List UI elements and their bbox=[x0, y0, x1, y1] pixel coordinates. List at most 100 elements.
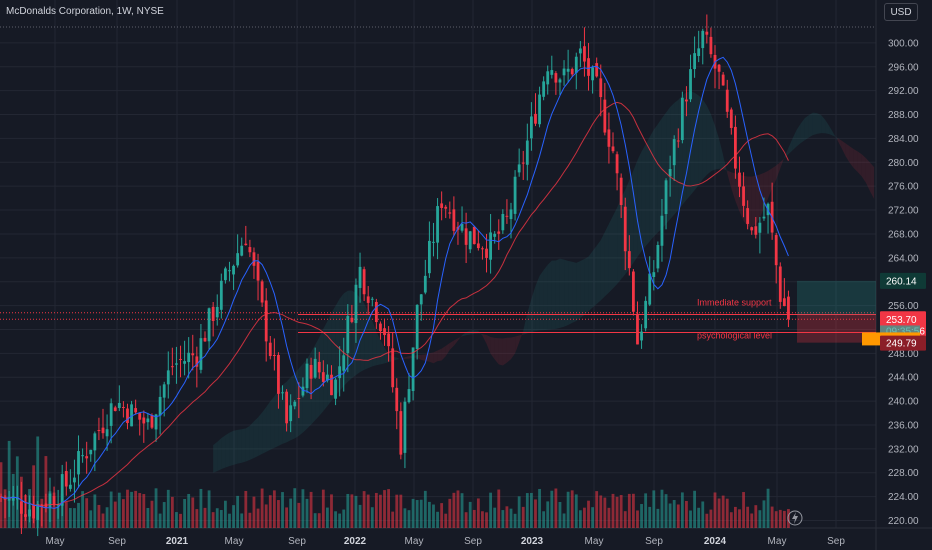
volume-bar bbox=[530, 492, 533, 528]
cloud-segment bbox=[870, 162, 875, 200]
cloud-segment bbox=[319, 328, 324, 416]
currency-button[interactable]: USD bbox=[884, 3, 918, 21]
candle-body bbox=[162, 384, 166, 398]
volume-bar bbox=[154, 488, 158, 528]
volume-bar bbox=[399, 494, 403, 528]
cloud-segment bbox=[702, 99, 707, 180]
cloud-segment bbox=[347, 290, 352, 382]
y-tick-label: 224.00 bbox=[888, 492, 919, 503]
cloud-segment bbox=[457, 335, 463, 341]
volume-bar bbox=[444, 513, 448, 528]
volume-bar bbox=[77, 502, 80, 528]
candle-body bbox=[591, 67, 594, 81]
x-tick-label: May bbox=[46, 536, 65, 547]
volume-bar bbox=[113, 501, 117, 528]
volume-bar bbox=[338, 513, 342, 528]
volume-bar bbox=[648, 506, 652, 528]
cloud-segment bbox=[249, 421, 254, 460]
candle-body bbox=[142, 417, 146, 424]
candle-body bbox=[219, 280, 223, 310]
x-tick-label: Sep bbox=[288, 536, 306, 547]
volume-bar bbox=[440, 503, 444, 528]
candle-body bbox=[379, 323, 382, 332]
candle-body bbox=[248, 247, 252, 253]
candle-body bbox=[224, 268, 227, 281]
candle-body bbox=[232, 265, 235, 275]
candle-body bbox=[68, 484, 72, 489]
candle-body bbox=[170, 366, 174, 368]
volume-bar bbox=[701, 501, 705, 528]
volume-bar bbox=[232, 505, 235, 528]
volume-bar bbox=[497, 489, 501, 528]
candle-body bbox=[60, 474, 64, 506]
y-tick-label: 232.00 bbox=[888, 444, 919, 455]
candle-body bbox=[419, 294, 423, 305]
volume-bar bbox=[778, 509, 782, 528]
volume-bar bbox=[481, 511, 484, 528]
volume-bar bbox=[689, 510, 692, 528]
volume-bar bbox=[183, 498, 186, 528]
candle-body bbox=[358, 266, 362, 288]
volume-bar bbox=[419, 499, 423, 528]
volume-bar bbox=[595, 491, 599, 528]
volume-bar bbox=[448, 498, 452, 528]
volume-bar bbox=[489, 492, 492, 528]
candle-body bbox=[252, 252, 256, 266]
candle-body bbox=[595, 63, 599, 77]
candle-body bbox=[374, 301, 378, 323]
cloud-segment bbox=[637, 151, 642, 257]
volume-bar bbox=[342, 509, 346, 528]
candlesticks bbox=[0, 14, 790, 537]
candle-body bbox=[93, 433, 97, 451]
y-tick-label: 220.00 bbox=[888, 516, 919, 527]
candle-body bbox=[550, 70, 554, 75]
volume-bar bbox=[591, 507, 594, 528]
cloud-segment bbox=[849, 146, 854, 169]
candle-body bbox=[521, 162, 525, 164]
cloud-segment bbox=[290, 373, 295, 441]
y-tick-label: 280.00 bbox=[888, 158, 919, 169]
cloud-segment bbox=[315, 337, 320, 421]
candle-body bbox=[452, 209, 456, 231]
cloud-segment bbox=[865, 158, 871, 192]
y-tick-label: 276.00 bbox=[888, 182, 919, 193]
lightning-icon[interactable] bbox=[787, 510, 803, 526]
volume-bar bbox=[460, 493, 464, 528]
cloud-segment bbox=[592, 245, 597, 308]
candle-body bbox=[644, 300, 648, 329]
candle-body bbox=[48, 493, 52, 509]
volume-bar bbox=[652, 490, 656, 528]
volume-bar bbox=[228, 513, 231, 528]
volume-bar bbox=[660, 489, 664, 528]
candle-body bbox=[52, 496, 56, 505]
cloud-segment bbox=[604, 223, 609, 297]
volume-bar bbox=[525, 493, 529, 528]
candle-body bbox=[203, 337, 207, 342]
horizontal-levels: Immediate support psychological level bbox=[0, 280, 876, 343]
current-price-tag: 253.70 bbox=[886, 315, 917, 326]
cloud-segment bbox=[462, 332, 467, 337]
cloud-segment bbox=[555, 258, 560, 329]
cloud-segment bbox=[429, 352, 434, 364]
volume-bar bbox=[240, 513, 244, 528]
cloud-segment bbox=[417, 354, 422, 360]
candle-body bbox=[513, 176, 517, 214]
cloud-segment bbox=[841, 140, 846, 157]
cloud-segment bbox=[596, 240, 601, 305]
x-tick-label: Sep bbox=[645, 536, 663, 547]
cloud-segment bbox=[372, 320, 377, 367]
x-tick-label: 2022 bbox=[344, 536, 367, 547]
candle-body bbox=[689, 69, 692, 100]
volume-bar bbox=[313, 513, 317, 528]
candle-body bbox=[685, 99, 688, 102]
candle-body bbox=[260, 281, 264, 303]
candle-body bbox=[109, 403, 113, 426]
candle-body bbox=[493, 233, 497, 237]
cloud-segment bbox=[551, 260, 556, 330]
volume-bar bbox=[403, 508, 407, 528]
y-tick-label: 296.00 bbox=[888, 62, 919, 73]
candle-body bbox=[97, 430, 101, 432]
candle-body bbox=[721, 74, 725, 86]
